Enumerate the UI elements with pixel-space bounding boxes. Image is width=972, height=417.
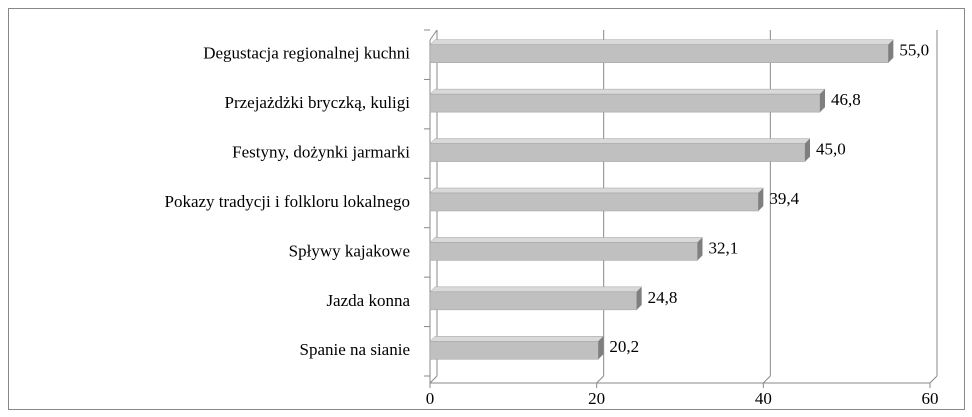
bar [429,44,889,63]
bar-end [598,336,604,360]
bar-top [429,39,894,45]
bar [429,143,806,162]
y-tick-label: Przejażdżki bryczką, kuligi [224,93,410,112]
bar [429,242,698,261]
bar-top [429,187,764,194]
value-label: 24,8 [648,288,678,307]
value-label: 32,1 [709,238,739,257]
grid-line [596,375,605,384]
value-label: 45,0 [816,139,846,158]
bar [429,291,637,311]
bar-top [429,138,811,144]
axis-line [429,29,438,41]
bar-end [805,138,810,162]
bar-end [820,89,825,113]
grid-line [762,375,771,384]
value-label: 20,2 [609,337,639,356]
x-tick-label: 0 [426,389,435,408]
bar [429,341,599,360]
bar-end [697,237,703,261]
bar-end [888,39,894,63]
bar-end [636,286,642,310]
y-tick-label: Pokazy tradycji i folkloru lokalnego [165,192,411,211]
x-tick-label: 60 [922,389,939,408]
value-label: 46,8 [831,90,861,109]
grid-line [429,375,438,384]
bar-top [429,336,604,342]
x-tick-label: 40 [755,389,772,408]
y-tick-label: Festyny, dożynki jarmarki [232,142,410,161]
bar-top [429,88,826,95]
bar-top [429,286,643,293]
value-label: 55,0 [899,41,929,60]
y-tick-label: Jazda konna [326,291,410,310]
y-tick-label: Degustacja regionalnej kuchni [203,44,410,63]
value-label: 39,4 [769,189,799,208]
grid-line [929,375,938,384]
y-tick-label: Spanie na sianie [300,340,410,359]
bar-end [758,188,764,211]
bar [429,192,759,212]
x-tick-label: 20 [588,389,605,408]
y-tick-label: Spływy kajakowe [289,241,410,260]
bar [429,93,821,113]
bar-top [429,237,704,243]
